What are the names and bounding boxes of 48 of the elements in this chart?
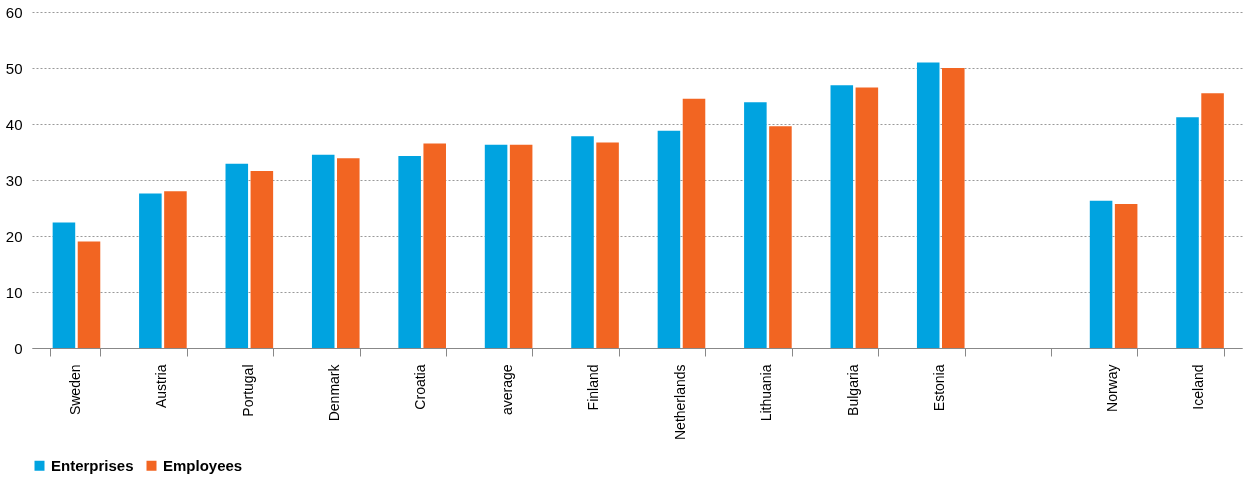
x-tick-label: Lithuania	[758, 364, 775, 422]
bar	[337, 158, 360, 348]
legend-label: Employees	[163, 456, 243, 474]
x-tick-label: Norway	[1103, 364, 1120, 412]
y-tick-label: 50	[5, 59, 23, 77]
bar	[596, 142, 619, 348]
bar	[423, 143, 446, 348]
bar	[657, 130, 681, 348]
bar	[682, 98, 706, 348]
x-tick-label: average	[498, 364, 515, 416]
x-tick-label: Croatia	[412, 364, 429, 410]
bar	[916, 62, 940, 348]
bar	[1201, 93, 1224, 348]
x-tick-label: Sweden	[66, 364, 83, 416]
bar	[225, 163, 249, 348]
bar	[769, 126, 792, 348]
bar	[942, 68, 965, 348]
bar	[484, 144, 508, 348]
legend-label: Enterprises	[51, 456, 134, 474]
bar	[311, 154, 335, 348]
x-tick-label: Netherlands	[671, 364, 688, 440]
y-tick-label: 30	[5, 171, 23, 189]
x-tick-label: Austria	[153, 364, 170, 409]
bar	[398, 155, 421, 348]
bar	[571, 136, 594, 348]
x-tick-label: Denmark	[326, 363, 342, 422]
x-tick-label: Estonia	[931, 364, 947, 412]
bar	[164, 191, 187, 348]
bar	[830, 85, 854, 348]
y-tick-label: 0	[14, 339, 23, 357]
y-tick-label: 60	[5, 3, 23, 21]
bar	[52, 222, 76, 348]
bar	[77, 241, 101, 348]
y-tick-label: 20	[5, 227, 23, 245]
x-tick-label: Bulgaria	[844, 364, 861, 416]
bar	[744, 102, 767, 348]
bar	[1114, 204, 1138, 348]
bar	[250, 171, 274, 348]
x-tick-label: Iceland	[1190, 364, 1207, 410]
bar	[509, 144, 533, 348]
bar	[139, 193, 162, 348]
x-tick-label: Finland	[585, 364, 602, 411]
bar	[1089, 200, 1113, 348]
bar	[1176, 117, 1199, 348]
x-tick-label: Portugal	[239, 364, 256, 417]
y-tick-label: 10	[5, 283, 23, 301]
bar	[855, 87, 879, 348]
y-tick-label: 40	[5, 115, 23, 133]
